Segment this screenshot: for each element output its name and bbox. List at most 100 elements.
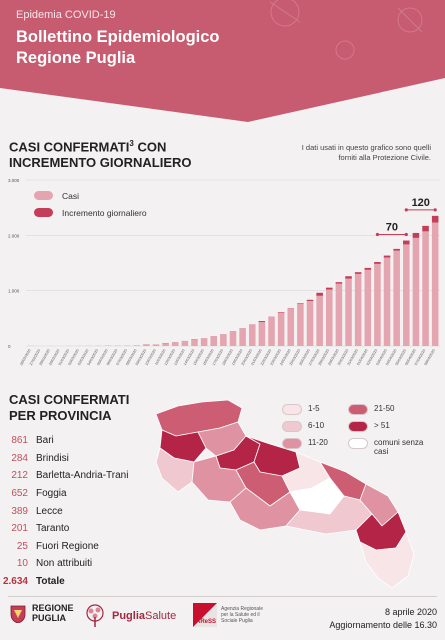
bar-casi [220,334,227,346]
province-name: Non attribuiti [36,558,93,570]
annotation-dot [433,208,437,212]
province-name: Lecce [36,505,63,517]
bar-casi [297,303,304,346]
province-count: 652 [11,488,28,500]
legend-swatch [282,421,302,432]
logo-aress: AReSS Agenzia Regionale per la Salute ed… [193,603,263,627]
bar-incremento [316,292,323,296]
cases-bar-chart: 01.0002.0003.00026/02/202027/02/202028/0… [8,178,440,366]
bar-casi [326,289,333,346]
province-row-foggia: 652 Foggia [2,485,142,503]
legend-item-11-20: 11-20 [282,438,328,449]
province-count: 212 [11,470,28,482]
tree-icon [86,604,104,627]
bar-casi [171,342,179,346]
legend-item-21-50: 21-50 [348,404,394,415]
bar-incremento [422,225,429,232]
province-count: 284 [11,452,28,464]
footer-divider [8,596,437,597]
chart-title: CASI CONFERMATI3 CON INCREMENTO GIORNALI… [9,136,192,171]
legend-swatch [34,208,53,217]
bar-casi [412,237,420,346]
legend-label: Incremento giornaliero [62,208,147,218]
y-tick-label: 1.000 [8,289,20,294]
header-banner: Epidemia COVID-19 Bollettino Epidemiolog… [0,0,445,122]
aress-mark: AReSS [193,603,217,627]
legend-item-6-10: 6-10 [282,421,324,432]
annotation-dot [375,232,380,237]
legend-label: 21-50 [374,404,395,413]
legend-swatch [282,438,302,449]
bar-incremento [277,312,285,313]
bar-casi [335,283,343,346]
legend-label: 6-10 [308,421,325,430]
legend-swatch [348,438,368,449]
province-count: 10 [16,558,28,570]
bar-casi [364,269,372,346]
bulletin-date: 8 aprile 2020 Aggiornamento delle 16.30 [329,606,437,632]
bar-casi [152,344,160,346]
chart-source-note: I dati usati in questo grafico sono quel… [301,143,431,162]
bar-casi [143,344,150,346]
province-list: 861 Bari 284 Brindisi 212 Barletta-Andria-T… [2,432,142,590]
province-row-total: 2.634 Totale [2,573,142,591]
y-tick-label: 0 [8,344,11,349]
bulletin-date-day: 8 aprile 2020 [384,607,437,617]
annotation-value: 70 [386,222,398,234]
bar-casi [316,295,323,346]
chart-title-line1-rest: CON [133,139,167,155]
legend-swatch [348,404,368,415]
bar-casi [393,250,400,346]
legend-swatch [348,421,368,432]
bar-incremento [326,287,333,290]
province-count: 861 [11,435,28,447]
logo-aress-text: Agenzia Regionale per la Salute ed il So… [221,606,263,624]
province-count: 201 [11,523,28,535]
bar-casi [191,339,198,346]
header-kicker: Epidemia COVID-19 [16,9,116,21]
province-title-line2: PER PROVINCIA [9,408,112,423]
legend-swatch [282,404,302,415]
bar-casi [306,300,314,346]
bar-incremento [383,255,391,258]
total-count: 2.634 [2,576,28,588]
legend-label: 1-5 [308,404,320,413]
bar-incremento [297,303,304,304]
puglia-choropleth-map [155,399,415,589]
bar-incremento [306,299,314,301]
bar-casi [287,308,295,346]
bar-incremento [403,240,410,245]
province-row-fuori-regione: 25 Fuori Regione [2,538,142,556]
bar-casi [210,336,218,346]
bar-casi [422,231,429,346]
legend-label: Casi [62,191,79,201]
bar-casi [374,263,381,346]
bar-casi [354,273,362,346]
bar-incremento [345,276,352,279]
bar-casi [239,328,246,346]
legend-label: 11-20 [308,438,328,447]
bar-incremento [364,267,372,270]
bar-casi [345,278,352,346]
bar-incremento [374,262,381,264]
y-tick-label: 3.000 [8,178,20,183]
province-count: 25 [16,540,28,552]
bar-casi [403,244,410,346]
page-title: Bollettino Epidemiologico Regione Puglia [16,27,220,69]
bar-casi [229,331,237,346]
y-tick-label: 2.000 [8,233,20,238]
coat-of-arms-icon [10,605,26,623]
province-name: Taranto [36,523,70,535]
province-name: Barletta-Andria-Trani [36,470,129,482]
bar-incremento [431,215,439,223]
province-name: Bari [36,435,54,447]
bar-casi [383,257,391,346]
bar-incremento [412,232,420,238]
annotation-value: 120 [412,197,430,209]
logo-ps-a: Puglia [112,610,146,622]
logo-puglia-salute: PugliaSalute [82,603,176,629]
total-label: Totale [36,576,65,588]
province-name: Fuori Regione [36,540,99,552]
logo-rp-line1: REGIONE [32,603,74,613]
bar-casi [268,316,275,346]
